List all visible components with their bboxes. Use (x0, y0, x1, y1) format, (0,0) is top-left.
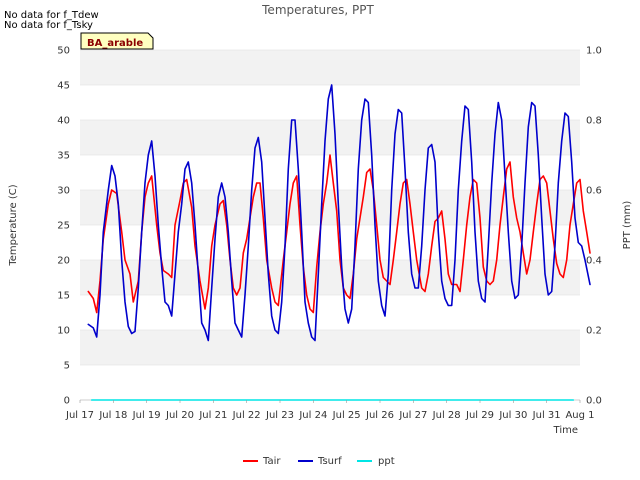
x-tick-label: Jul 20 (165, 410, 194, 421)
x-tick-labels: Jul 17 Jul 18 Jul 19 Jul 20 Jul 21 Jul 22 Jul … (65, 400, 595, 421)
x-tick-label: Jul 18 (98, 410, 127, 421)
background-band (80, 50, 580, 85)
y2-tick-label: 0.4 (586, 256, 602, 267)
y2-tick-label: 0.0 (586, 396, 602, 407)
x-axis-title: Time (553, 425, 578, 436)
y-tick-label: 15 (57, 291, 70, 302)
y-tick-label: 30 (57, 186, 70, 197)
background-band (80, 295, 580, 330)
y-tick-label: 50 (57, 46, 70, 57)
x-tick-label: Jul 19 (132, 410, 161, 421)
y-tick-labels: 0 5 10 15 20 25 30 35 40 45 50 (57, 46, 70, 407)
legend: Tair Tsurf ppt (243, 456, 395, 467)
x-tick-label: Jul 26 (365, 410, 394, 421)
y-axis-title: Temperature (C) (8, 184, 19, 266)
legend-label-ppt: ppt (378, 456, 395, 467)
y-tick-label: 5 (64, 361, 70, 372)
badge: BA_arable (80, 32, 154, 50)
background-band (80, 365, 580, 400)
y2-tick-label: 1.0 (586, 46, 602, 57)
x-tick-label: Aug 1 (565, 410, 594, 421)
y2-tick-label: 0.2 (586, 326, 602, 337)
y-tick-label: 20 (57, 256, 70, 267)
y2-tick-label: 0.8 (586, 116, 602, 127)
background-band (80, 260, 580, 295)
badge-label: BA_arable (87, 38, 143, 49)
x-tick-label: Jul 29 (465, 410, 494, 421)
x-tick-label: Jul 21 (198, 410, 227, 421)
x-tick-label: Jul 28 (432, 410, 461, 421)
series-line-tair (87, 154, 591, 314)
legend-label-tsurf: Tsurf (317, 456, 342, 467)
y-tick-label: 25 (57, 221, 70, 232)
y2-tick-label: 0.6 (586, 186, 602, 197)
background-band (80, 225, 580, 260)
y-tick-label: 45 (57, 81, 70, 92)
x-tick-label: Jul 24 (298, 410, 327, 421)
x-tick-label: Jul 25 (332, 410, 361, 421)
y2-axis-title: PPT (mm) (622, 201, 633, 250)
background-band (80, 120, 580, 155)
y-tick-label: 40 (57, 116, 70, 127)
chart-title: Temperatures, PPT (261, 3, 374, 17)
series-line-tsurf (87, 84, 591, 342)
badge-box (80, 32, 154, 50)
y-tick-label: 0 (64, 396, 70, 407)
series-lines (87, 84, 591, 401)
note-tdew: No data for f_Tdew (4, 10, 99, 21)
legend-label-tair: Tair (262, 456, 281, 467)
background-bands (80, 50, 580, 400)
x-tick-label: Jul 31 (532, 410, 561, 421)
note-tsky: No data for f_Tsky (4, 20, 93, 31)
x-tick-label: Jul 23 (265, 410, 294, 421)
x-tick-label: Jul 27 (398, 410, 427, 421)
background-band (80, 190, 580, 225)
y-tick-label: 35 (57, 151, 70, 162)
y-tick-label: 10 (57, 326, 70, 337)
x-tick-label: Jul 22 (232, 410, 261, 421)
x-tick-label: Jul 30 (498, 410, 527, 421)
x-tick-label: Jul 17 (65, 410, 94, 421)
y2-tick-labels: 0.0 0.2 0.4 0.6 0.8 1.0 (586, 46, 602, 407)
background-band (80, 330, 580, 365)
